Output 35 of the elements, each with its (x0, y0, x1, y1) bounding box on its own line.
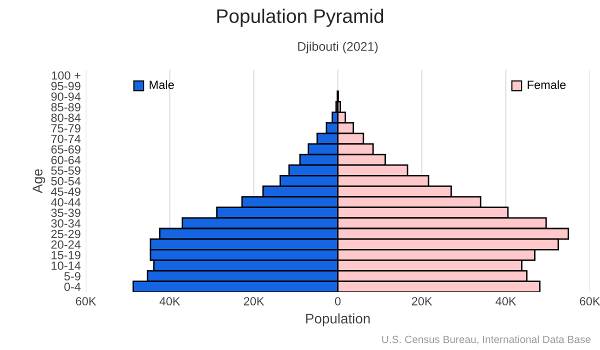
x-tick-label: 40K (496, 297, 516, 306)
y-tick-label: 60-64 (51, 156, 81, 164)
x-tick-label: 20K (412, 297, 432, 306)
x-tick-label: 40K (160, 297, 180, 306)
y-tick-label: 25-29 (51, 230, 80, 238)
text: U.S. Census Bureau, International Data Base (382, 335, 591, 344)
y-tick-label: 55-59 (51, 166, 80, 175)
y-tick-label: 100 + (52, 71, 80, 80)
y-tick-label: 10-14 (52, 262, 81, 270)
legend-label: Male (150, 80, 174, 90)
x-tick-label: 20K (244, 297, 264, 306)
chart-subtitle: Djibouti (2021) (298, 42, 378, 54)
y-tick-label: 95-99 (51, 82, 80, 90)
y-tick-label: 15-19 (52, 250, 80, 260)
y-tick-label: 20-24 (51, 240, 81, 249)
chart-title: Population Pyramid (217, 8, 384, 27)
y-tick-label: 50-54 (51, 176, 81, 186)
y-tick-label: 80-84 (51, 114, 81, 122)
y-tick-label: 65-69 (51, 145, 80, 154)
y-axis-title: Age (32, 169, 46, 194)
y-tick-label: 90-94 (51, 92, 81, 101)
y-tick-label: 70-74 (51, 134, 81, 144)
y-tick-label: 40-44 (51, 198, 81, 206)
y-tick-label: 35-39 (51, 208, 80, 218)
y-tick-label: 5-9 (64, 272, 80, 280)
x-tick-label: 60K (76, 297, 96, 306)
legend-label: Female (528, 80, 566, 90)
x-tick-label: 60K (580, 297, 600, 306)
y-tick-label: 75-79 (51, 124, 80, 133)
x-axis-title: Population (306, 313, 370, 326)
y-tick-label: 85-89 (51, 103, 80, 112)
y-tick-label: 30-34 (51, 219, 81, 228)
y-tick-label: 0-4 (64, 282, 81, 292)
y-tick-label: 45-49 (51, 188, 80, 196)
x-tick-label: 0 (334, 297, 341, 306)
